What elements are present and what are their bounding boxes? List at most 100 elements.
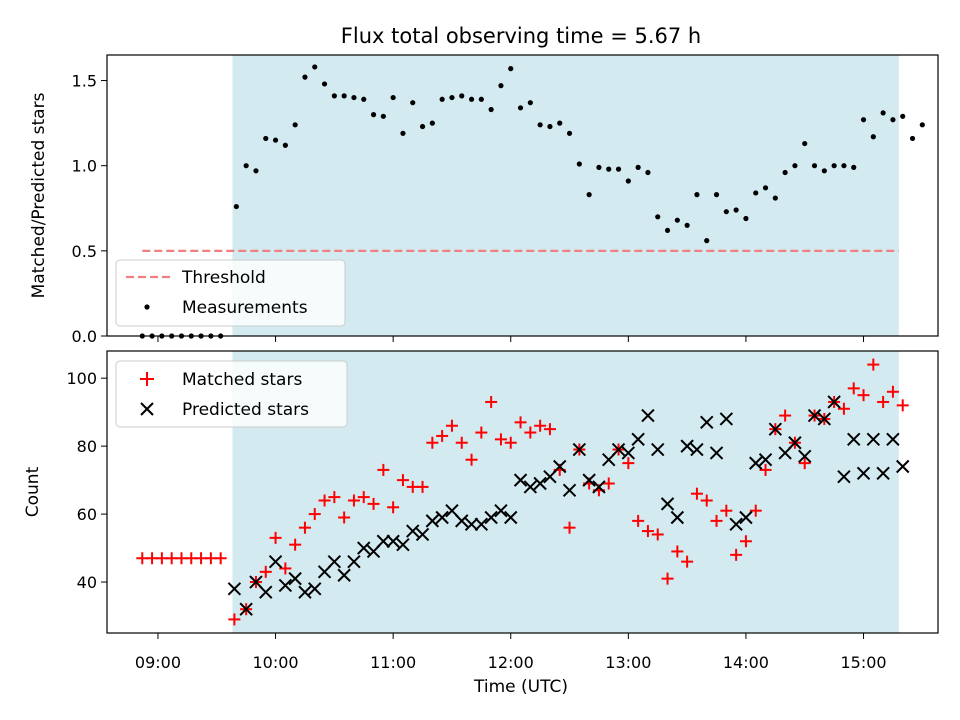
- measurement-point: [811, 163, 818, 169]
- top-y-axis-label: Matched/Predicted stars: [29, 92, 49, 298]
- bottom-y-axis-ticks: 40 60 80 100: [66, 369, 107, 592]
- measurement-point: [733, 207, 739, 213]
- measurement-point: [361, 96, 367, 102]
- x-tick-label: 14:00: [723, 653, 769, 672]
- measurement-point: [468, 96, 475, 102]
- top-plot-frame: [106, 54, 939, 337]
- measurement-point: [753, 190, 759, 196]
- matched-point: [475, 426, 488, 439]
- predicted-point: [866, 432, 881, 447]
- predicted-point: [572, 442, 587, 457]
- top-panel: 0.0 0.5 1.0 1.5 Matched/Predicted stars Thr…: [29, 54, 939, 346]
- bottom-y-axis-label: Count: [23, 466, 43, 517]
- measurement-point: [400, 130, 406, 136]
- top-legend-box: [115, 259, 346, 327]
- matched-point: [298, 521, 311, 534]
- measurement-point: [821, 168, 827, 174]
- measurement-point: [419, 123, 426, 130]
- measurement-point: [713, 192, 720, 198]
- legend-predicted-swatch: [140, 402, 154, 416]
- predicted-point: [660, 497, 675, 511]
- measurement-point: [351, 94, 357, 101]
- predicted-point: [700, 415, 714, 430]
- measurement-point: [645, 169, 651, 176]
- bottom-legend-box: [115, 360, 348, 428]
- legend-matched-label: Matched stars: [182, 370, 302, 390]
- measurement-point: [566, 130, 573, 136]
- matched-point: [857, 389, 870, 402]
- matched-point: [602, 477, 615, 490]
- predicted-point: [592, 480, 606, 494]
- matched-point: [837, 402, 850, 415]
- measurement-point: [870, 134, 876, 140]
- matched-point: [367, 497, 380, 510]
- bottom-x-axis-ticks: 09:00 10:00 11:00 12:00 13:00 14:00 15:00: [135, 633, 887, 672]
- matched-point: [377, 463, 390, 476]
- matched-point: [436, 429, 449, 442]
- measurement-point: [439, 96, 445, 102]
- matched-point: [214, 552, 227, 565]
- matched-point: [387, 501, 400, 514]
- predicted-point: [670, 510, 685, 525]
- top-x-axis-ticks: [157, 336, 865, 342]
- measurement-point: [851, 164, 857, 170]
- predicted-point: [817, 412, 832, 426]
- chart-title: Flux total observing time = 5.67 h: [341, 24, 701, 48]
- predicted-point: [376, 534, 391, 548]
- measurement-point: [704, 238, 710, 244]
- predicted-point: [298, 585, 312, 599]
- measurement-point: [537, 122, 543, 128]
- predicted-point: [239, 602, 253, 616]
- predicted-point: [553, 459, 567, 474]
- predicted-point: [504, 510, 518, 525]
- predicted-point: [396, 537, 410, 552]
- measurement-point: [263, 135, 269, 142]
- predicted-point: [259, 585, 273, 599]
- predicted-point: [227, 582, 242, 596]
- matched-point: [445, 419, 458, 432]
- measurement-point: [449, 94, 455, 101]
- measurement-point: [792, 163, 798, 169]
- matched-point: [228, 613, 241, 626]
- matched-point: [779, 409, 792, 422]
- measurement-point: [782, 169, 788, 176]
- legend-threshold-label: Threshold: [181, 268, 266, 288]
- measurement-point: [302, 74, 308, 80]
- matched-point: [338, 511, 351, 524]
- bottom-legend: Matched stars Predicted stars: [115, 360, 348, 428]
- predicted-point: [288, 571, 302, 586]
- measurement-point: [508, 66, 514, 72]
- measurement-point: [596, 164, 602, 170]
- predicted-point: [435, 510, 449, 525]
- measurement-point: [498, 83, 504, 89]
- predicted-point: [425, 514, 440, 528]
- matched-point: [455, 436, 468, 449]
- predicted-point: [798, 449, 812, 464]
- matched-point: [269, 531, 282, 544]
- predicted-point: [690, 442, 704, 457]
- measurement-point: [272, 137, 279, 143]
- measurement-point: [860, 117, 867, 123]
- matched-point: [759, 463, 772, 476]
- matched-point: [661, 572, 674, 585]
- predicted-point: [886, 432, 900, 447]
- matched-point: [886, 385, 899, 398]
- predicted-point: [719, 412, 734, 426]
- matched-point: [279, 562, 292, 575]
- predicted-point: [474, 517, 489, 531]
- measurement-point: [292, 122, 298, 128]
- predicted-point: [562, 483, 577, 498]
- bottom-plot-frame: [106, 350, 939, 634]
- predicted-point: [896, 459, 910, 474]
- predicted-point: [788, 436, 802, 450]
- matched-point: [622, 457, 635, 470]
- x-tick-label: 09:00: [135, 653, 181, 672]
- bottom-panel: 40 60 80 100 09:00 10:00 11:00 12:00 13:00 14:00…: [23, 350, 939, 697]
- measurement-point: [909, 135, 916, 142]
- matched-point: [877, 395, 890, 408]
- matched-point: [563, 521, 576, 534]
- measurement-point: [664, 227, 671, 234]
- measurement-point: [802, 140, 808, 147]
- predicted-point: [523, 480, 538, 494]
- measurement-point: [900, 113, 906, 119]
